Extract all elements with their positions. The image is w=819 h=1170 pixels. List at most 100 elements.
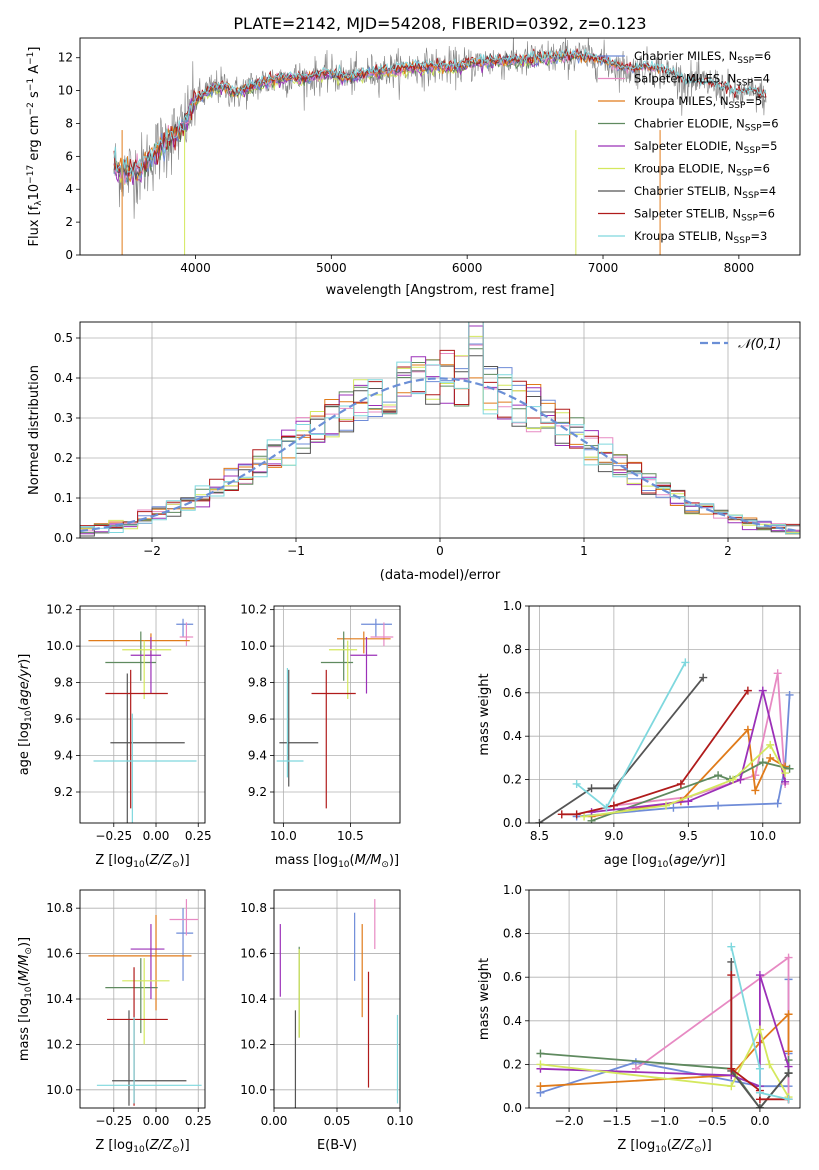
weight-marker-chabrier_miles bbox=[773, 799, 782, 808]
weight-marker-chabrier_stelib bbox=[755, 1104, 764, 1108]
weight-marker-kroupa_elodie bbox=[661, 801, 670, 810]
x-tick-label: 0.10 bbox=[387, 1114, 414, 1128]
legend-label-salpeter_miles: Salpeter MILES, NSSP=4 bbox=[634, 72, 770, 89]
y-tick-label: 10.0 bbox=[46, 1083, 73, 1097]
plot-area bbox=[535, 658, 794, 823]
weight-marker-kroupa_elodie bbox=[727, 1082, 736, 1091]
x-axis-label: (data-model)/error bbox=[380, 568, 501, 583]
legend-label-kroupa_stelib: Kroupa STELIB, NSSP=3 bbox=[634, 229, 767, 246]
y-tick-label: 9.8 bbox=[54, 676, 73, 690]
weight-marker-kroupa_miles bbox=[766, 753, 775, 762]
y-tick-label: 0.2 bbox=[503, 1057, 522, 1071]
y-tick-label: 0.6 bbox=[503, 970, 522, 984]
x-tick-label: 9.5 bbox=[679, 829, 698, 843]
y-tick-label: 10.0 bbox=[240, 639, 267, 653]
legend-label-salpeter_elodie: Salpeter ELODIE, NSSP=5 bbox=[634, 139, 777, 156]
x-tick-label: 5000 bbox=[316, 261, 347, 275]
y-tick-label: 10.6 bbox=[46, 947, 73, 961]
x-tick-label: 7000 bbox=[588, 261, 619, 275]
x-tick-label: 8000 bbox=[724, 261, 755, 275]
weight-marker-kroupa_elodie bbox=[766, 740, 775, 749]
y-tick-label: 0 bbox=[65, 248, 73, 262]
weight-marker-salpeter_elodie bbox=[736, 775, 745, 784]
weight-marker-kroupa_elodie bbox=[580, 812, 589, 821]
y-tick-label: 9.4 bbox=[54, 749, 73, 763]
y-tick-label: 0.8 bbox=[503, 927, 522, 941]
axes-residuals: −2 −1 0 1 2 0.0 0.1 0.2 0.3 0.4 0.5 𝒩(0,1) (data-mod… bbox=[27, 321, 801, 583]
weight-marker-kroupa_stelib bbox=[755, 1088, 764, 1097]
weight-marker-salpeter_stelib bbox=[609, 801, 618, 810]
weight-marker-chabrier_stelib bbox=[587, 784, 596, 793]
y-tick-label: 10.8 bbox=[46, 901, 73, 915]
x-tick-label: 8.5 bbox=[530, 829, 549, 843]
x-tick-label: 2 bbox=[724, 544, 732, 558]
weight-marker-salpeter_elodie bbox=[758, 686, 767, 695]
weight-marker-kroupa_elodie bbox=[536, 1060, 545, 1069]
x-tick-label: 10.5 bbox=[337, 829, 364, 843]
axes-frame bbox=[528, 605, 801, 824]
x-tick-label: 0.00 bbox=[143, 829, 170, 843]
weight-marker-kroupa_stelib bbox=[727, 942, 736, 951]
weight-marker-salpeter_stelib bbox=[557, 810, 566, 819]
weight-marker-kroupa_stelib bbox=[784, 1095, 793, 1104]
x-tick-label: 9.0 bbox=[604, 829, 623, 843]
weight-marker-kroupa_miles bbox=[743, 725, 752, 734]
axes-spectrum: 4000 5000 6000 7000 8000 0 2 4 6 8 10 12 Chabrier MI… bbox=[26, 37, 801, 298]
weight-marker-kroupa_miles bbox=[751, 786, 760, 795]
histogram-kroupa_stelib bbox=[80, 322, 800, 535]
weight-marker-salpeter_stelib bbox=[743, 686, 752, 695]
weight-marker-chabrier_elodie bbox=[536, 1049, 545, 1058]
weight-line-chabrier_miles bbox=[576, 694, 791, 818]
x-tick-label: 0.25 bbox=[185, 829, 212, 843]
y-tick-label: 4 bbox=[65, 182, 73, 196]
axes-mass_vs_ebv: 0.00 0.05 0.10 10.0 10.2 10.4 10.6 10.8 E(B-V) bbox=[240, 889, 414, 1153]
y-tick-label: 1.0 bbox=[503, 883, 522, 897]
x-axis-label: E(B-V) bbox=[317, 1138, 357, 1153]
axes-frame bbox=[79, 37, 801, 256]
weight-marker-chabrier_stelib bbox=[699, 673, 708, 682]
weight-marker-chabrier_stelib bbox=[535, 819, 544, 823]
weight-marker-kroupa_stelib bbox=[602, 803, 611, 812]
weight-line-chabrier_stelib bbox=[538, 677, 704, 823]
axes-weight_vs_Z: −2.0 −1.5 −1.0 −0.5 0.0 0.0 0.2 0.4 0.6 0.8 1.0 Z [… bbox=[477, 883, 801, 1155]
axes-mass_vs_Z: −0.25 0.00 0.25 10.0 10.2 10.4 10.6 10.8 Z [log1… bbox=[17, 889, 212, 1155]
x-tick-label: 0.25 bbox=[185, 1114, 212, 1128]
y-tick-label: 9.8 bbox=[248, 676, 267, 690]
x-tick-label: −1.5 bbox=[602, 1114, 631, 1128]
x-tick-label: 0.05 bbox=[324, 1114, 351, 1128]
plot-area bbox=[279, 899, 399, 1108]
y-tick-label: 0.4 bbox=[54, 371, 73, 385]
weight-marker-chabrier_stelib bbox=[784, 1069, 793, 1078]
axes-age_vs_Z: −0.25 0.00 0.25 9.2 9.4 9.6 9.8 10.0 10.2 Z [log1… bbox=[17, 603, 212, 870]
weight-marker-salpeter_stelib bbox=[727, 971, 736, 980]
y-axis-label: mass [log10(M/M⊙)] bbox=[17, 937, 34, 1061]
x-tick-label: −0.25 bbox=[95, 829, 132, 843]
y-tick-label: 1.0 bbox=[503, 599, 522, 613]
weight-line-kroupa_stelib bbox=[730, 946, 789, 1101]
x-tick-label: −1.0 bbox=[650, 1114, 679, 1128]
y-tick-label: 10.2 bbox=[240, 603, 267, 617]
y-tick-label: 6 bbox=[65, 149, 73, 163]
y-tick-label: 10.0 bbox=[240, 1083, 267, 1097]
plot-area bbox=[276, 618, 394, 809]
x-tick-label: 4000 bbox=[180, 261, 211, 275]
y-tick-label: 10.4 bbox=[240, 992, 267, 1006]
y-tick-label: 8 bbox=[65, 116, 73, 130]
weight-marker-kroupa_elodie bbox=[755, 1025, 764, 1034]
weight-marker-chabrier_elodie bbox=[587, 816, 596, 823]
x-tick-label: 10.0 bbox=[749, 829, 776, 843]
weight-marker-chabrier_miles bbox=[714, 801, 723, 810]
y-tick-label: 9.6 bbox=[248, 712, 267, 726]
x-axis-label: age [log10(age/yr)] bbox=[604, 853, 726, 870]
weight-marker-kroupa_miles bbox=[536, 1082, 545, 1091]
weight-marker-salpeter_stelib bbox=[572, 810, 581, 819]
y-tick-label: 0.2 bbox=[503, 773, 522, 787]
plot-area bbox=[113, 38, 767, 255]
legend-label-kroupa_elodie: Kroupa ELODIE, NSSP=6 bbox=[634, 162, 770, 179]
weight-marker-chabrier_elodie bbox=[758, 758, 767, 767]
weight-marker-kroupa_elodie bbox=[765, 1060, 774, 1069]
y-tick-label: 10.6 bbox=[240, 947, 267, 961]
x-tick-label: 0.00 bbox=[261, 1114, 288, 1128]
axes-frame bbox=[528, 889, 801, 1109]
plot-area bbox=[88, 618, 197, 823]
